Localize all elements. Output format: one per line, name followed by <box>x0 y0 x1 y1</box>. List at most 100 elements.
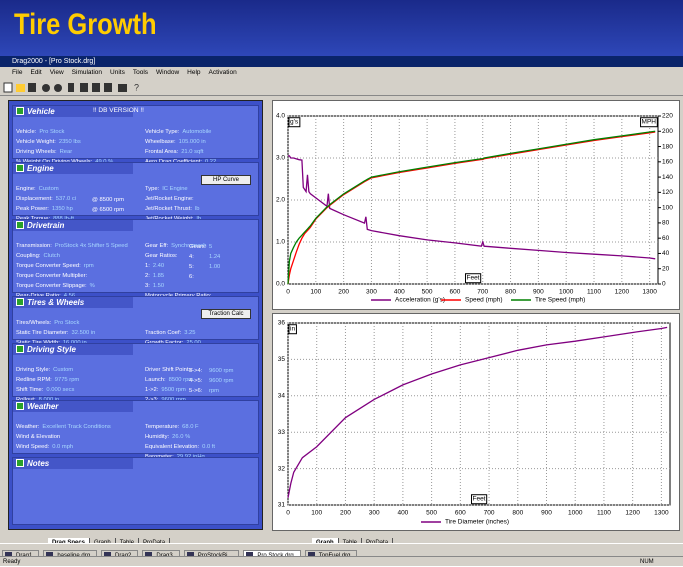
y2-tick-label: 220 <box>662 113 673 120</box>
field: 2: 1.85 5: 1.00 <box>145 264 257 279</box>
document-icon <box>46 551 54 559</box>
field-label: 3: <box>145 283 150 289</box>
field: Peak Power: 1350 hp @ 8500 rpm <box>16 197 128 212</box>
field-label: 3->4: <box>189 368 203 374</box>
field-value: Automobile <box>182 129 212 135</box>
field: Driving Style: Custom <box>16 358 128 373</box>
field: Growth Factor:25.00 <box>145 331 257 346</box>
status-num: NUM <box>640 559 654 565</box>
field: Engine: Custom <box>16 177 128 192</box>
menu-bar: File Edit View Simulation Units Tools Window He… <box>0 67 683 79</box>
axis-label-box <box>640 117 658 128</box>
field: Wind Speed: 0.0 mph <box>16 435 128 450</box>
field-label: Torque Converter Multiplier: <box>16 273 88 279</box>
title-bar: Drag2000 - [Pro Stock.drg] <box>0 56 683 67</box>
menu-item[interactable]: View <box>49 69 64 76</box>
field-label: Traction Coef: <box>145 330 182 336</box>
field-value: 2.40 <box>152 263 165 269</box>
section-header: Vehicle <box>13 106 133 117</box>
menu-item[interactable]: Tools <box>132 69 149 76</box>
axis-label: in <box>290 326 295 333</box>
x-tick-label: 400 <box>394 289 405 296</box>
window-title: Drag2000 - [Pro Stock.drg] <box>12 58 96 65</box>
chart-top: 0 100 200 300 400 500 600 700 800 900 1000 1100 1200… <box>272 100 680 310</box>
y2-tick-label: 80 <box>662 220 670 227</box>
field-value: Pro Stock <box>54 320 80 326</box>
field: Type: IC Engine <box>145 177 257 192</box>
y2-tick-label: 40 <box>662 250 670 257</box>
field: Traction Coef: 3.25 <box>145 321 257 336</box>
field: Static Tire Diameter: 32.500 in <box>16 321 128 336</box>
x-tick-label: 1000 <box>568 510 583 517</box>
field: Transmission: ProStock 4x Shifter 5 Speed <box>16 234 128 249</box>
document-icon <box>186 551 194 559</box>
banner: Tire Growth <box>0 0 683 56</box>
field-value: rpm <box>83 263 94 269</box>
field: 3: 1.50 6: <box>145 274 257 289</box>
y-tick-label: 33 <box>278 429 286 436</box>
field-label: 1: <box>145 263 150 269</box>
field-label: Vehicle: <box>16 129 37 135</box>
section: Vehicle !! DB VERSION !! Vehicle: Pro Stock… <box>12 105 259 165</box>
field-label: @ 8500 rpm <box>92 197 124 203</box>
series-line <box>287 130 656 285</box>
field-value: 5 <box>209 244 213 250</box>
x-tick-label: 200 <box>340 510 351 517</box>
field-label: Gear Eff: <box>145 243 169 249</box>
legend-label: Speed (mph) <box>465 297 503 304</box>
y-tick-label: 4.0 <box>276 113 285 120</box>
field-label: Equivalent Elevation: <box>145 444 200 450</box>
legend-label: Acceleration (g's) <box>395 297 445 304</box>
checkbox <box>16 164 24 172</box>
button[interactable]: Traction Calc <box>201 309 251 319</box>
section-header: Engine <box>13 163 133 174</box>
menu-item[interactable]: File <box>12 69 23 76</box>
menu-item[interactable]: Units <box>110 69 125 76</box>
x-tick-label: 900 <box>541 510 552 517</box>
section-header: Weather <box>13 401 133 412</box>
field: Rollout:8.000 in <box>16 388 128 403</box>
field-label: 1->2: <box>145 387 159 393</box>
field: Wheelbase: 105.000 in <box>145 130 257 145</box>
menu-item[interactable]: Edit <box>30 69 42 76</box>
y-tick-label: 1.0 <box>276 239 285 246</box>
section-title: Drivetrain <box>27 221 65 230</box>
field: Shift Time: 0.000 secs <box>16 378 128 393</box>
field-value: 1.00 <box>209 264 221 270</box>
field-value: 26.0 % <box>172 434 191 440</box>
menu-item[interactable]: Help <box>187 69 201 76</box>
field: Vehicle Weight: 2350 lbs <box>16 130 128 145</box>
y-tick-label: 31 <box>278 502 286 509</box>
field-label: Temperature: <box>145 424 180 430</box>
field-label: Shift Time: <box>16 387 44 393</box>
checkbox <box>16 107 24 115</box>
field: Humidity: 26.0 % <box>145 425 257 440</box>
field: Peak Torque:888 lb-ft@ 6500 rpm <box>16 207 128 222</box>
field-label: Vehicle Weight: <box>16 139 56 145</box>
x-tick-label: 1100 <box>597 510 611 517</box>
menu-item[interactable]: Simulation <box>71 69 103 76</box>
x-tick-label: 1300 <box>642 289 657 296</box>
field-label: Jet/Rocket Engine: <box>145 196 194 202</box>
section: Notes <box>12 457 259 525</box>
menu-item[interactable]: Window <box>156 69 180 76</box>
field-value: IC Engine <box>162 186 188 192</box>
x-tick-label: 500 <box>422 289 433 296</box>
document-icon <box>104 551 112 559</box>
checkbox <box>16 345 24 353</box>
document-icon <box>5 551 12 559</box>
axis-label-box <box>464 273 482 284</box>
y-tick-label: 34 <box>278 393 286 400</box>
field: Driving Wheels: Rear <box>16 140 128 155</box>
y-tick-label: 2.0 <box>276 197 285 204</box>
menu-item[interactable]: Activation <box>208 69 237 76</box>
button[interactable]: HP Curve <box>201 175 251 185</box>
x-tick-label: 0 <box>286 289 290 296</box>
y2-tick-label: 120 <box>662 189 673 196</box>
field: Torque Converter Multiplier: <box>16 264 128 279</box>
field-label: 5: <box>189 264 194 270</box>
field: Jet/Rocket Thrust: lb <box>145 197 257 212</box>
y2-tick-label: 160 <box>662 159 673 166</box>
axis-label: g's <box>290 119 299 126</box>
checkbox <box>16 298 24 306</box>
